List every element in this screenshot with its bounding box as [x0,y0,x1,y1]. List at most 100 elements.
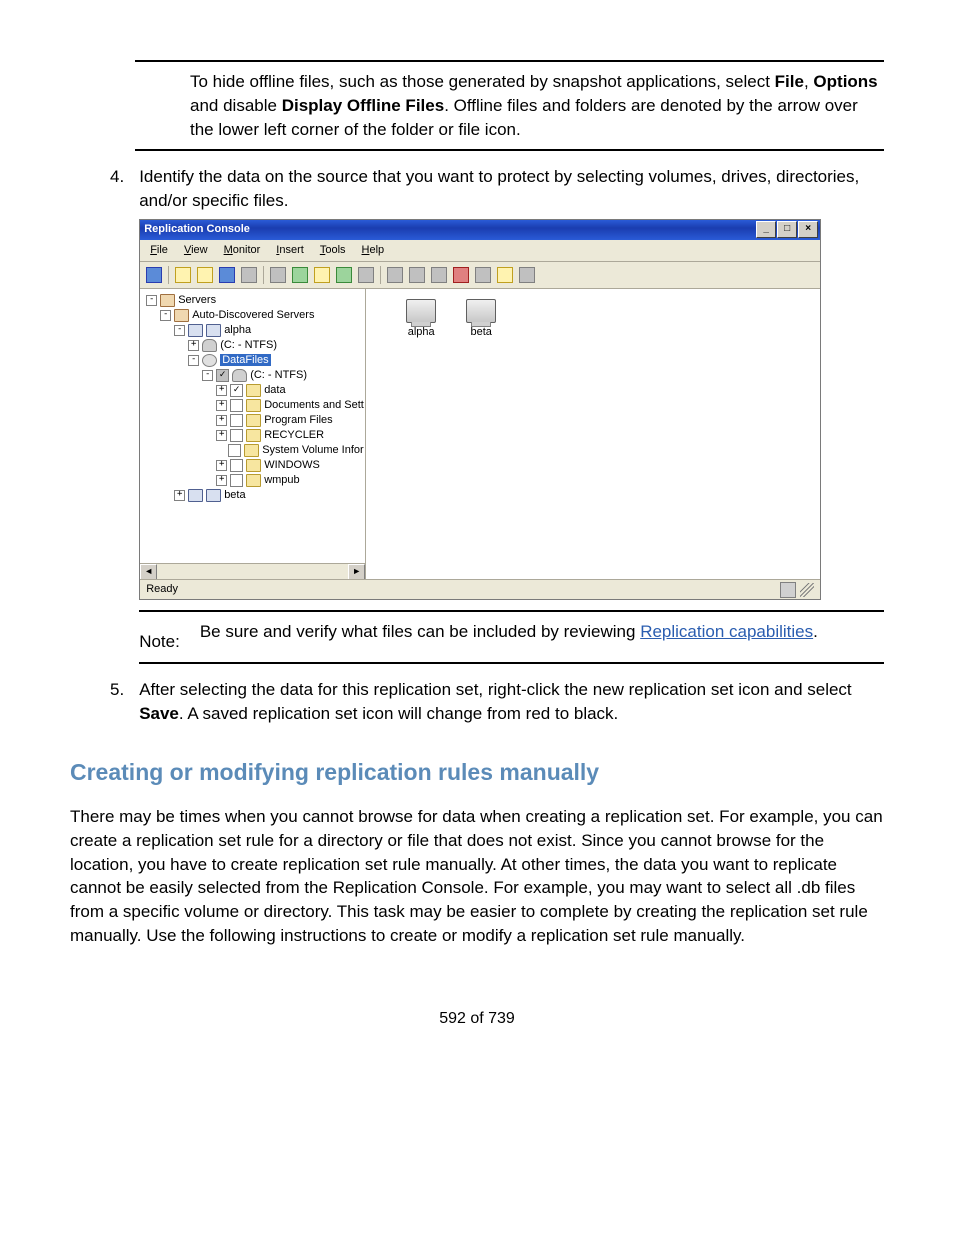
toolbar-button[interactable] [429,265,449,285]
window-title: Replication Console [144,222,250,237]
toolbar-icon [314,267,330,283]
toolbar-icon [197,267,213,283]
server-icon [188,489,203,502]
bold-display-offline: Display Offline Files [282,96,445,115]
step-4: 4. Identify the data on the source that … [110,165,884,664]
checkbox[interactable] [230,399,243,412]
toolbar-button[interactable] [173,265,193,285]
scroll-right-button[interactable]: ► [348,564,365,579]
checkbox[interactable] [230,414,243,427]
tree-servers[interactable]: -Servers [146,293,365,308]
t: After selecting the data for this replic… [139,680,851,699]
tree-alpha[interactable]: -alpha [146,323,365,338]
checkbox[interactable] [228,444,241,457]
computer-icon [406,299,436,323]
tree-c-drive[interactable]: +(C: - NTFS) [146,338,365,353]
toolbar-button[interactable] [195,265,215,285]
tree-sysvol[interactable]: System Volume Infor [146,443,365,458]
toolbar-icon [387,267,403,283]
folder-icon [244,444,259,457]
titlebar: Replication Console _ □ × [140,220,820,240]
menu-help[interactable]: Help [356,242,391,259]
replication-console-window: Replication Console _ □ × File View Moni… [139,219,821,600]
tree-program-files[interactable]: +Program Files [146,413,365,428]
tree-pane: -Servers -Auto-Discovered Servers -alpha… [140,289,366,579]
toolbar-icon [519,267,535,283]
checkbox[interactable] [230,474,243,487]
toolbar-button[interactable] [517,265,537,285]
toolbar-icon [336,267,352,283]
menu-tools[interactable]: Tools [314,242,352,259]
toolbar-button[interactable] [312,265,332,285]
toolbar-icon [241,267,257,283]
folder-icon [246,474,261,487]
tree-windows[interactable]: +WINDOWS [146,458,365,473]
step-5: 5. After selecting the data for this rep… [110,678,884,726]
toolbar-button[interactable] [473,265,493,285]
right-pane: alpha beta [366,289,820,579]
t: , [804,72,813,91]
maximize-button[interactable]: □ [777,221,797,238]
toolbar-button[interactable] [385,265,405,285]
toolbar-button[interactable] [356,265,376,285]
close-button[interactable]: × [798,221,818,238]
menu-file[interactable]: File [144,242,174,259]
resize-grip[interactable] [800,583,814,597]
t: and disable [190,96,282,115]
tree-wmpub[interactable]: +wmpub [146,473,365,488]
t: Be sure and verify what files can be inc… [200,622,640,641]
toolbar-button[interactable] [268,265,288,285]
toolbar-button[interactable] [239,265,259,285]
toolbar-button[interactable] [407,265,427,285]
toolbar-separator [263,266,264,284]
menu-monitor[interactable]: Monitor [218,242,267,259]
folder-icon [246,384,261,397]
tree-recycler[interactable]: +RECYCLER [146,428,365,443]
computer-icon [466,299,496,323]
toolbar-icon [175,267,191,283]
checkbox[interactable] [230,429,243,442]
checkbox[interactable] [216,369,229,382]
toolbar-button[interactable] [495,265,515,285]
status-icon [780,582,796,598]
menu-insert[interactable]: Insert [270,242,310,259]
tree-documents[interactable]: +Documents and Sett [146,398,365,413]
toolbar-icon [453,267,469,283]
note-box-verify: Note: Be sure and verify what files can … [139,610,884,664]
tree-datafiles[interactable]: -DataFiles [146,353,365,368]
toolbar-icon [475,267,491,283]
horizontal-scrollbar[interactable]: ◄ ► [140,563,365,579]
server-label: beta [466,325,496,340]
drive-icon [232,369,247,382]
tree-data[interactable]: +data [146,383,365,398]
toolbar-button[interactable] [451,265,471,285]
server-icon-alpha[interactable]: alpha [406,299,436,340]
step-body: After selecting the data for this replic… [139,678,884,726]
status-text: Ready [146,582,178,597]
folder-icon [246,414,261,427]
t: To hide offline files, such as those gen… [190,72,775,91]
disk-icon [202,354,217,367]
server-icon-beta[interactable]: beta [466,299,496,340]
toolbar-button[interactable] [290,265,310,285]
tree-auto-discovered[interactable]: -Auto-Discovered Servers [146,308,365,323]
toolbar-icon [219,267,235,283]
panes: -Servers -Auto-Discovered Servers -alpha… [140,289,820,579]
toolbar-icon [409,267,425,283]
minimize-button[interactable]: _ [756,221,776,238]
bold-options: Options [813,72,877,91]
tree-c-drive-2[interactable]: -(C: - NTFS) [146,368,365,383]
t: . [813,622,818,641]
tree-beta[interactable]: +beta [146,488,365,503]
menubar: File View Monitor Insert Tools Help [140,240,820,262]
link-replication-capabilities[interactable]: Replication capabilities [640,622,813,641]
toolbar-button[interactable] [217,265,237,285]
note-label: Note: [139,620,180,654]
menu-view[interactable]: View [178,242,214,259]
checkbox[interactable] [230,459,243,472]
toolbar-button[interactable] [144,265,164,285]
toolbar-button[interactable] [334,265,354,285]
checkbox[interactable] [230,384,243,397]
scroll-left-button[interactable]: ◄ [140,564,157,579]
toolbar-icon [146,267,162,283]
